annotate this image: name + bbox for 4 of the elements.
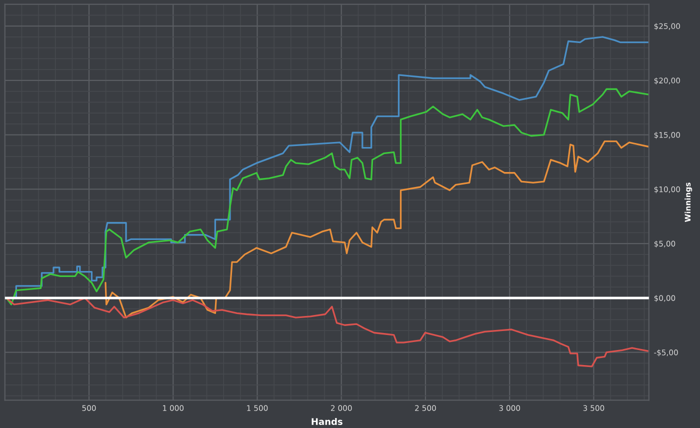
line-series [6,88,649,306]
x-axis-title: Hands [312,418,342,425]
line-series [104,140,649,318]
line-series [6,297,649,368]
